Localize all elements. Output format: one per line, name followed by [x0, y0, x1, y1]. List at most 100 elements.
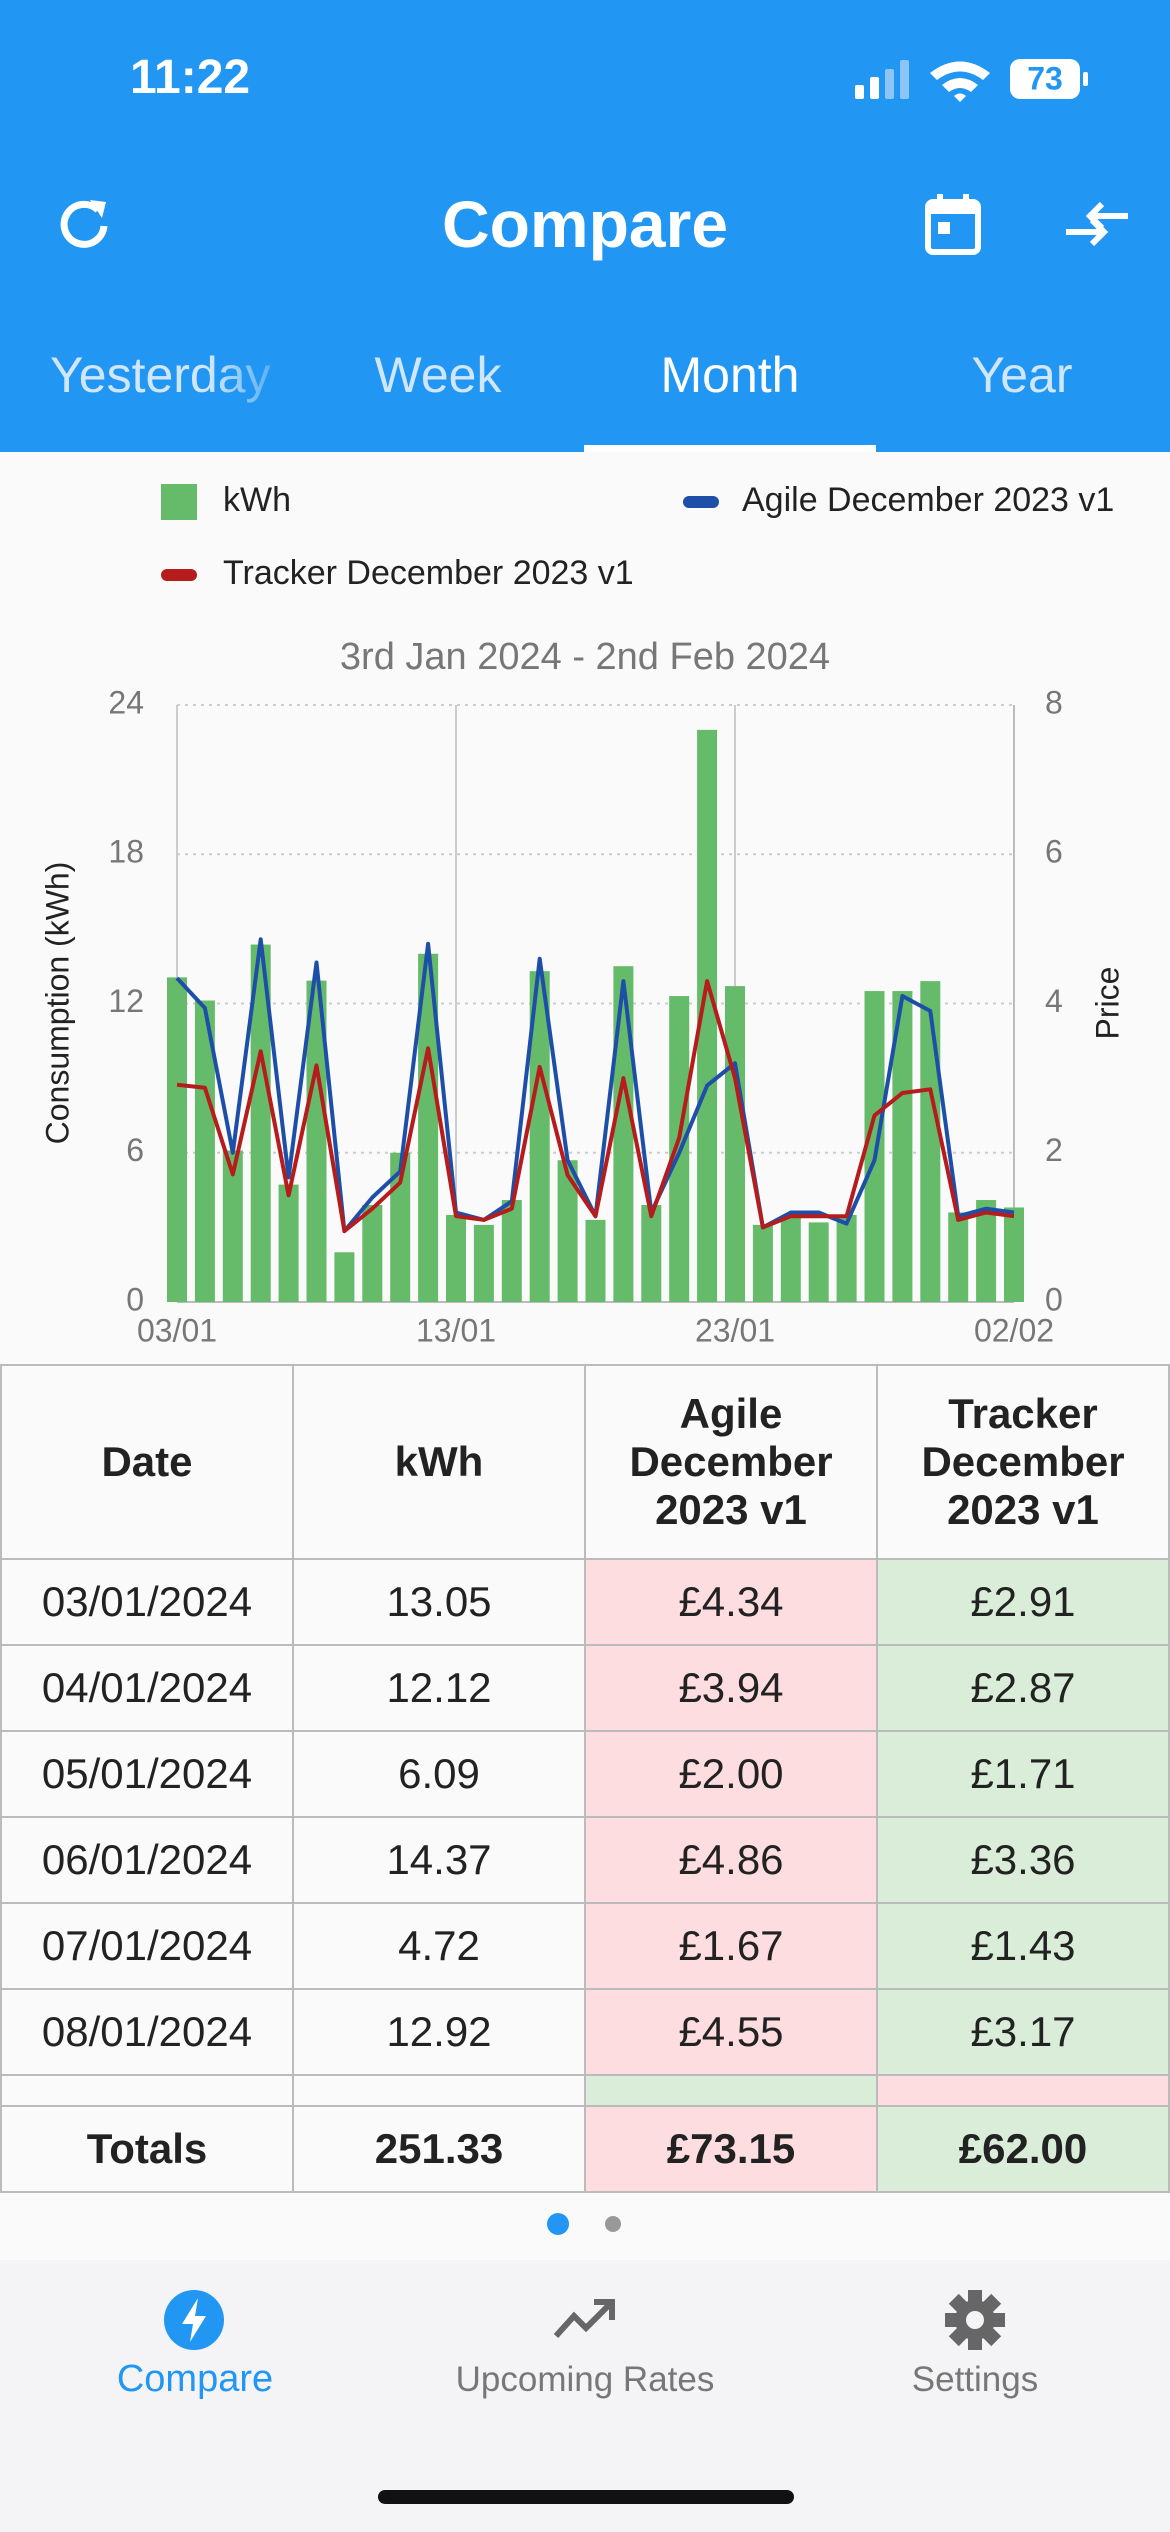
bar — [473, 1224, 494, 1302]
bar — [920, 981, 941, 1302]
bar — [334, 1252, 355, 1302]
status-icons: 73 — [855, 59, 1088, 102]
bar — [250, 944, 271, 1302]
cell: 4.72 — [292, 1902, 586, 1990]
page-indicator[interactable] — [540, 2206, 630, 2242]
bar — [976, 1200, 997, 1302]
cell: 12.92 — [292, 1988, 586, 2076]
bar — [390, 1152, 411, 1302]
cell: 07/01/2024 — [0, 1902, 294, 1990]
bar — [948, 1212, 969, 1302]
y2-tick-label: 4 — [1045, 983, 1063, 1019]
x-tick-label: 13/01 — [416, 1312, 496, 1348]
bar — [222, 1150, 243, 1302]
bar — [585, 1219, 606, 1302]
cell — [584, 2074, 878, 2107]
legend-label: Agile December 2023 v1 — [742, 481, 1114, 519]
column-header: Tracker December 2023 v1 — [876, 1364, 1170, 1560]
bottom-nav: Compare Upcoming Rates Settings — [0, 2260, 1170, 2532]
y2-axis-label: Price — [1089, 967, 1125, 1040]
cell — [0, 2074, 294, 2107]
cell: 14.37 — [292, 1816, 586, 1904]
cell: 03/01/2024 — [0, 1558, 294, 1646]
y2-tick-label: 2 — [1045, 1132, 1063, 1168]
cell: £2.91 — [876, 1558, 1170, 1646]
nav-icon[interactable] — [552, 2294, 616, 2344]
legend-label: kWh — [223, 481, 291, 519]
y-tick-label: 12 — [108, 983, 144, 1019]
screen-title: Compare — [441, 187, 729, 261]
chart: 3rd Jan 2024 - 2nd Feb 2024 Consumption … — [39, 481, 1125, 1348]
cell: £1.71 — [876, 1730, 1170, 1818]
nav-icon[interactable] — [943, 2288, 1007, 2352]
column-header: Agile December 2023 v1 — [584, 1364, 878, 1560]
battery-level: 73 — [1027, 60, 1063, 96]
status-time: 11:22 — [130, 51, 251, 104]
nav-icon[interactable] — [162, 2288, 226, 2352]
cell — [292, 2074, 586, 2107]
bar — [446, 1214, 466, 1302]
cell: £3.94 — [584, 1644, 878, 1732]
bar — [808, 1222, 829, 1302]
tab[interactable]: Year — [971, 347, 1073, 403]
cell: £1.43 — [876, 1902, 1170, 1990]
cell: 05/01/2024 — [0, 1730, 294, 1818]
refresh-button[interactable] — [54, 196, 114, 256]
y-tick-label: 24 — [108, 684, 144, 720]
bar — [501, 1200, 522, 1302]
bar — [194, 1000, 215, 1302]
app-bar: 11:22 73 Compare Yesterday Week Month Ye… — [0, 0, 1170, 452]
nav-label[interactable]: Compare — [116, 2358, 274, 2400]
y-tick-label: 0 — [126, 1281, 144, 1317]
y2-tick-label: 6 — [1045, 834, 1063, 870]
bar — [892, 991, 913, 1302]
y2-tick-label: 0 — [1045, 1281, 1063, 1317]
tab[interactable]: Week — [374, 347, 502, 403]
bar — [278, 1184, 299, 1302]
swap-button[interactable] — [1064, 196, 1130, 252]
cell: £1.67 — [584, 1902, 878, 1990]
bar — [697, 729, 718, 1302]
bar — [836, 1214, 857, 1302]
calendar-button[interactable] — [924, 192, 984, 256]
bar — [780, 1217, 801, 1302]
nav-label[interactable]: Settings — [911, 2360, 1039, 2399]
bar — [864, 991, 885, 1302]
cell: 08/01/2024 — [0, 1988, 294, 2076]
tab-active[interactable]: Month — [660, 347, 800, 403]
bar — [1004, 1207, 1024, 1302]
bar — [167, 977, 187, 1302]
cell: £3.17 — [876, 1988, 1170, 2076]
column-header: Date — [0, 1364, 294, 1560]
cell: £3.36 — [876, 1816, 1170, 1904]
bar — [725, 986, 745, 1302]
nav-label[interactable]: Upcoming Rates — [455, 2360, 715, 2399]
cell: 13.05 — [292, 1558, 586, 1646]
cell: 06/01/2024 — [0, 1816, 294, 1904]
bar — [529, 971, 550, 1302]
cell — [876, 2074, 1170, 2107]
cell: £2.87 — [876, 1644, 1170, 1732]
y-axis-label: Consumption (kWh) — [39, 862, 75, 1145]
legend-label: Tracker December 2023 v1 — [223, 554, 634, 592]
tab[interactable]: Yesterday — [50, 347, 271, 403]
legend-swatch — [161, 484, 197, 520]
bar — [306, 980, 327, 1302]
x-tick-label: 02/02 — [974, 1312, 1054, 1348]
y-tick-label: 18 — [108, 834, 144, 870]
cell: Totals — [0, 2105, 294, 2193]
cell: £4.86 — [584, 1816, 878, 1904]
home-indicator — [378, 2490, 794, 2504]
column-header: kWh — [292, 1364, 586, 1560]
bar — [418, 953, 439, 1302]
x-tick-label: 03/01 — [137, 1312, 217, 1348]
legend-swatch — [161, 569, 197, 581]
cell: £73.15 — [584, 2105, 878, 2193]
x-tick-label: 23/01 — [695, 1312, 775, 1348]
bar — [613, 966, 634, 1302]
bar — [641, 1204, 662, 1302]
bar — [557, 1160, 578, 1302]
cell: 251.33 — [292, 2105, 586, 2193]
cell: £4.34 — [584, 1558, 878, 1646]
